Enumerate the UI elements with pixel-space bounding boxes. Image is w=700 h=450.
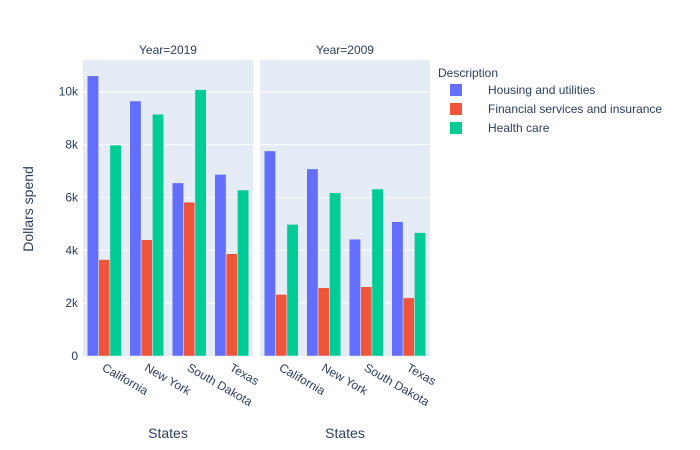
bar-housing-and-utilities-california[interactable] <box>87 75 99 357</box>
y-axis: 0 2k 4k 6k 8k 10k <box>59 85 79 363</box>
x-axis-label: States <box>325 425 365 441</box>
x-tick-label: California <box>277 360 328 398</box>
bar-health-care-california[interactable] <box>109 144 122 357</box>
y-tick-label: 6k <box>65 190 79 204</box>
facet-title: Year=2009 <box>316 43 374 57</box>
legend-swatch <box>450 103 462 115</box>
bar-financial-services-and-insurance-california[interactable] <box>98 259 111 357</box>
bar-housing-and-utilities-south-dakota[interactable] <box>172 182 184 357</box>
y-tick-label: 10k <box>59 85 79 99</box>
y-tick-label: 8k <box>65 138 79 152</box>
bar-health-care-new-york[interactable] <box>329 192 341 357</box>
legend-label: Housing and utilities <box>488 83 595 97</box>
bar-housing-and-utilities-california[interactable] <box>264 150 276 357</box>
facet-title: Year=2019 <box>139 43 197 57</box>
bar-health-care-new-york[interactable] <box>152 113 165 357</box>
x-axis-label: States <box>148 425 188 441</box>
legend-label: Health care <box>488 121 550 135</box>
bar-housing-and-utilities-south-dakota[interactable] <box>349 238 361 357</box>
bar-health-care-south-dakota[interactable] <box>194 89 207 357</box>
bar-financial-services-and-insurance-texas[interactable] <box>225 253 238 357</box>
bar-financial-services-and-insurance-texas[interactable] <box>402 297 415 357</box>
bar-financial-services-and-insurance-south-dakota[interactable] <box>360 286 373 357</box>
x-tick-label: New York <box>142 360 194 398</box>
bar-health-care-texas[interactable] <box>237 189 250 357</box>
legend-swatch <box>450 122 462 134</box>
bar-health-care-south-dakota[interactable] <box>371 188 384 357</box>
bar-financial-services-and-insurance-new-york[interactable] <box>140 239 153 357</box>
x-tick-label: New York <box>319 360 371 398</box>
bar-housing-and-utilities-new-york[interactable] <box>306 168 319 357</box>
bar-financial-services-and-insurance-new-york[interactable] <box>317 287 330 357</box>
y-tick-label: 0 <box>71 349 78 363</box>
y-tick-label: 4k <box>65 243 79 257</box>
x-tick-label: California <box>100 360 151 398</box>
bar-financial-services-and-insurance-south-dakota[interactable] <box>183 201 196 357</box>
legend-title: Description <box>438 66 498 80</box>
y-tick-label: 2k <box>65 296 79 310</box>
bar-housing-and-utilities-new-york[interactable] <box>129 100 142 357</box>
legend-item-health-care[interactable]: Health care <box>450 121 550 135</box>
y-axis-label: Dollars spend <box>20 166 36 252</box>
legend[interactable]: Description Housing and utilities Financi… <box>438 66 662 135</box>
bar-health-care-california[interactable] <box>286 224 299 357</box>
legend-swatch <box>450 84 462 96</box>
legend-item-financial-services-and-insurance[interactable]: Financial services and insurance <box>450 102 662 116</box>
bar-housing-and-utilities-texas[interactable] <box>391 221 404 357</box>
bar-financial-services-and-insurance-california[interactable] <box>275 294 288 357</box>
bar-health-care-texas[interactable] <box>414 232 426 357</box>
bar-housing-and-utilities-texas[interactable] <box>214 174 227 357</box>
legend-item-housing-and-utilities[interactable]: Housing and utilities <box>450 83 595 97</box>
legend-label: Financial services and insurance <box>488 102 662 116</box>
